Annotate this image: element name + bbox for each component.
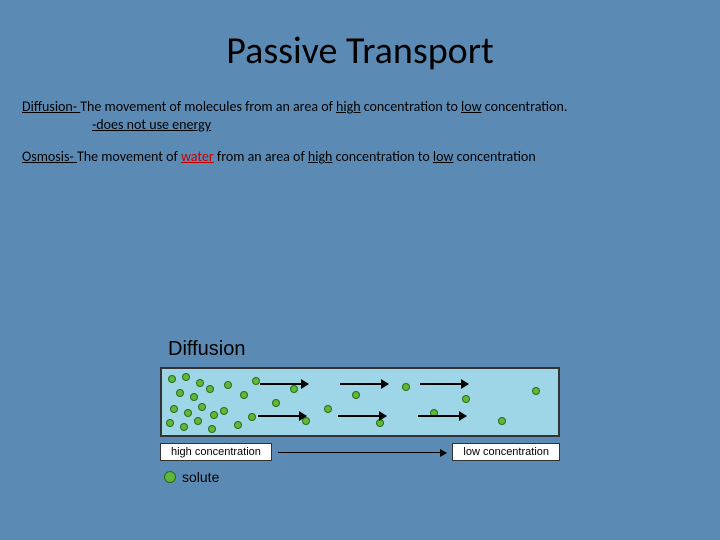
molecule-dot-icon [166,419,174,427]
diffusion-tube [160,367,560,437]
molecule-dot-icon [184,409,192,417]
molecule-dot-icon [272,399,280,407]
diffusion-diagram: Diffusion high concentration low concent… [160,338,560,485]
molecule-dot-icon [196,379,204,387]
molecule-dot-icon [352,391,360,399]
legend-label: solute [182,469,219,485]
molecule-dot-icon [402,383,410,391]
slide: Passive Transport Diffusion- The movemen… [0,0,720,540]
flow-arrow-icon [340,383,388,385]
water-term: water [181,148,214,165]
molecule-dot-icon [290,385,298,393]
molecule-dot-icon [194,417,202,425]
molecule-dot-icon [190,393,198,401]
molecule-dot-icon [198,403,206,411]
flow-arrow-icon [260,383,308,385]
molecule-dot-icon [248,413,256,421]
flow-arrow-icon [338,415,386,417]
diffusion-note: -does not use energy [22,116,698,134]
body-text: Diffusion- The movement of molecules fro… [0,98,720,167]
molecule-dot-icon [240,391,248,399]
molecule-dot-icon [210,411,218,419]
flow-arrow-icon [420,383,468,385]
molecule-dot-icon [182,373,190,381]
molecule-dot-icon [206,385,214,393]
molecule-dot-icon [224,381,232,389]
osmosis-paragraph: Osmosis- The movement of water from an a… [22,148,698,166]
low-concentration-label: low concentration [452,443,560,461]
molecule-dot-icon [462,395,470,403]
molecule-dot-icon [176,389,184,397]
legend: solute [160,469,560,485]
molecule-dot-icon [208,425,216,433]
diffusion-paragraph: Diffusion- The movement of molecules fro… [22,98,698,134]
osmosis-term: Osmosis- [22,148,77,165]
concentration-scale: high concentration low concentration [160,443,560,461]
molecule-dot-icon [252,377,260,385]
molecule-dot-icon [532,387,540,395]
molecule-dot-icon [170,405,178,413]
diffusion-term: Diffusion- [22,98,80,115]
molecule-dot-icon [168,375,176,383]
high-concentration-label: high concentration [160,443,272,461]
slide-title: Passive Transport [0,0,720,98]
molecule-dot-icon [220,407,228,415]
solute-dot-icon [164,471,176,483]
molecule-dot-icon [324,405,332,413]
diagram-title: Diffusion [168,338,560,361]
flow-arrow-icon [418,415,466,417]
concentration-arrow-icon [278,452,446,453]
molecule-dot-icon [180,423,188,431]
flow-arrow-icon [258,415,306,417]
molecule-dot-icon [234,421,242,429]
molecule-dot-icon [498,417,506,425]
